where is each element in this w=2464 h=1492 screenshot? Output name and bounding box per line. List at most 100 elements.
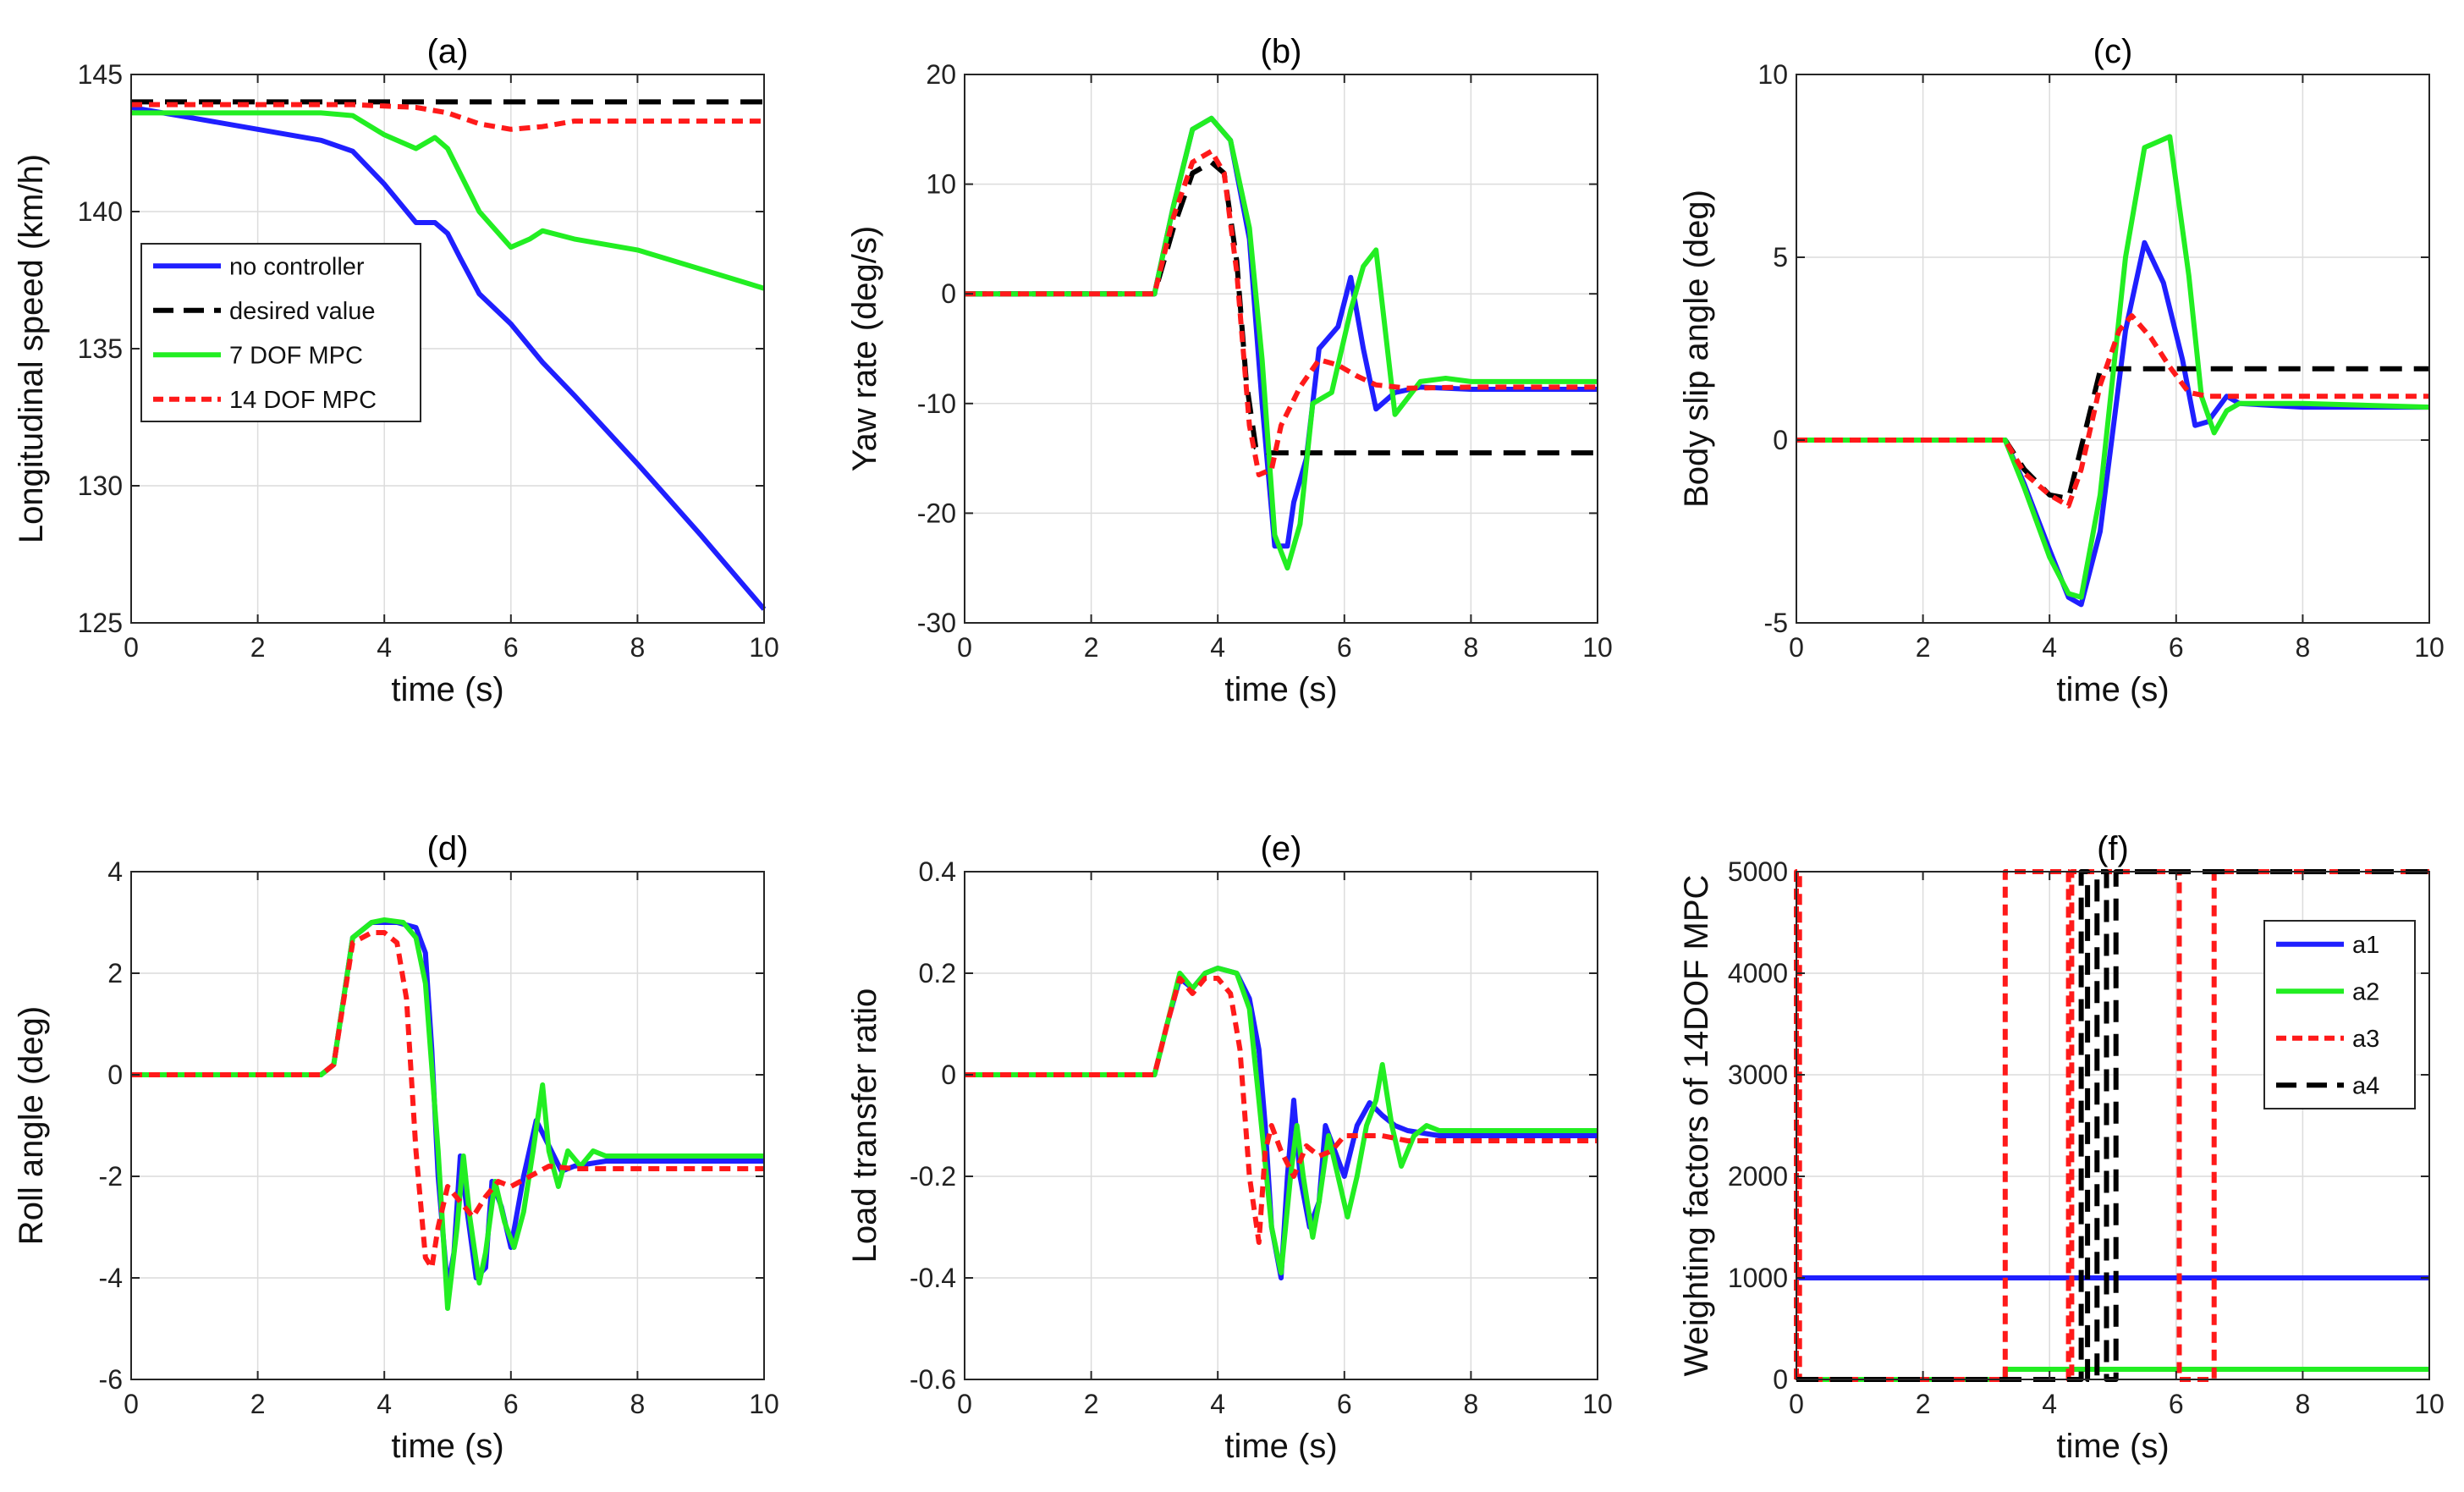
legend-label: a4 — [2352, 1072, 2379, 1099]
x-tick-label: 6 — [1337, 1389, 1352, 1419]
series-line-7-dof-mpc — [965, 966, 1598, 1275]
y-axis-label: Roll angle (deg) — [13, 1006, 50, 1245]
y-tick-label: 4000 — [1728, 958, 1788, 988]
x-tick-label: 0 — [957, 1389, 972, 1419]
chart-a: 0 2 4 6 8 10 125 130 135 140 145 (a) time (s) Longitu… — [13, 33, 779, 708]
y-tick-label: -6 — [99, 1364, 123, 1395]
legend: no controller desired value 7 DOF MPC 14 DO… — [140, 243, 421, 422]
series-line-14-dof-mpc — [1796, 313, 2429, 509]
y-tick-label: 10 — [1757, 59, 1788, 90]
x-tick-label: 4 — [1210, 632, 1225, 663]
x-tick-label: 8 — [2296, 1389, 2311, 1419]
y-axis-label: Yaw rate (deg/s) — [846, 226, 883, 472]
series-line-7-dof-mpc — [1796, 134, 2430, 600]
chart-title: (d) — [427, 830, 469, 867]
y-tick-label: -5 — [1764, 608, 1788, 638]
x-tick-label: 2 — [1084, 632, 1099, 663]
y-tick-label: -0.4 — [910, 1263, 956, 1293]
axes-box — [964, 74, 1598, 624]
chart-title: (f) — [2097, 830, 2129, 867]
x-tick-label: 8 — [1464, 632, 1479, 663]
y-axis-label: Load transfer ratio — [846, 988, 883, 1264]
x-tick-label: 0 — [1789, 632, 1804, 663]
x-tick-label: 2 — [1916, 1389, 1931, 1419]
x-tick-label: 4 — [2042, 1389, 2057, 1419]
series-line-desired-value — [1796, 366, 2429, 502]
y-tick-label: 0 — [941, 1060, 956, 1090]
x-tick-label: 10 — [1582, 1389, 1613, 1419]
x-axis-label: time (s) — [1224, 671, 1337, 708]
y-tick-label: -20 — [917, 498, 956, 528]
chart-title: (e) — [1261, 830, 1302, 867]
x-tick-label: 0 — [124, 1389, 139, 1419]
x-tick-label: 8 — [2296, 632, 2311, 663]
x-tick-label: 6 — [2169, 632, 2184, 663]
x-tick-label: 4 — [1210, 1389, 1225, 1419]
x-tick-label: 6 — [503, 632, 519, 663]
x-tick-label: 8 — [630, 632, 646, 663]
x-tick-label: 2 — [1084, 1389, 1099, 1419]
y-tick-label: 140 — [78, 196, 123, 227]
y-tick-label: -0.2 — [910, 1161, 956, 1192]
x-tick-label: 2 — [1916, 632, 1931, 663]
axes-box — [130, 871, 765, 1380]
legend-label: a2 — [2352, 978, 2379, 1005]
y-tick-label: 5000 — [1728, 856, 1788, 887]
x-axis-label: time (s) — [391, 1428, 503, 1465]
y-tick-label: 2 — [107, 958, 123, 988]
y-tick-label: -10 — [917, 388, 956, 419]
series-group — [130, 99, 767, 611]
y-tick-label: 10 — [926, 169, 956, 200]
axes-box — [964, 871, 1598, 1380]
x-tick-label: 8 — [1464, 1389, 1479, 1419]
x-axis-label: time (s) — [1224, 1428, 1337, 1465]
chart-title: (b) — [1261, 33, 1302, 70]
x-tick-label: 6 — [1337, 632, 1352, 663]
x-axis-label: time (s) — [391, 671, 503, 708]
series-line-14-dof-mpc — [131, 930, 764, 1270]
legend-label: no controller — [229, 253, 365, 280]
chart-e: 0 2 4 6 8 10 -0.6 -0.4 -0.2 0 0.2 0.4 (e) time (s) Loa… — [846, 830, 1613, 1465]
chart-d: 0 2 4 6 8 10 -6 -4 -2 0 2 4 (d) time (s) Roll angle (d… — [13, 830, 779, 1465]
legend-box — [2263, 920, 2416, 1109]
x-tick-label: 4 — [377, 1389, 392, 1419]
plot-area — [965, 872, 1598, 1379]
axes-box — [1796, 871, 2430, 1380]
legend-label: desired value — [229, 298, 376, 325]
series-group — [1796, 134, 2430, 608]
x-axis-label: time (s) — [2056, 671, 2169, 708]
x-tick-label: 10 — [2414, 1389, 2445, 1419]
legend: a1 a2 a3 a4 — [2263, 920, 2416, 1109]
x-tick-label: 8 — [630, 1389, 646, 1419]
series-line-14-dof-mpc — [965, 148, 1598, 477]
chart-title: (a) — [427, 33, 469, 70]
y-tick-label: 0 — [1773, 1364, 1788, 1395]
series-group — [965, 115, 1598, 571]
x-tick-label: 2 — [250, 1389, 266, 1419]
x-tick-label: 0 — [124, 632, 139, 663]
legend-label: a1 — [2352, 932, 2379, 959]
y-tick-label: -0.6 — [910, 1364, 956, 1395]
chart-title: (c) — [2093, 33, 2133, 70]
x-tick-label: 6 — [503, 1389, 519, 1419]
y-axis-label: Body slip angle (deg) — [1678, 190, 1715, 508]
y-tick-label: 1000 — [1728, 1263, 1788, 1293]
plot-area — [965, 74, 1598, 623]
x-tick-label: 10 — [749, 632, 779, 663]
x-axis-label: time (s) — [2056, 1428, 2169, 1465]
legend-box — [140, 243, 421, 422]
y-tick-label: 2000 — [1728, 1161, 1788, 1192]
y-tick-label: 3000 — [1728, 1060, 1788, 1090]
y-tick-label: -2 — [99, 1161, 123, 1192]
series-line-7-dof-mpc — [965, 115, 1598, 571]
y-axis-label: Longitudinal speed (km/h) — [13, 154, 50, 543]
y-tick-label: 0.4 — [919, 856, 956, 887]
y-tick-label: -4 — [99, 1263, 123, 1293]
chart-b: 0 2 4 6 8 10 -30 -20 -10 0 10 20 (b) time (s) Yaw rate… — [846, 33, 1613, 708]
series-group — [131, 917, 764, 1311]
series-line-7-dof-mpc — [131, 110, 765, 291]
x-tick-label: 10 — [749, 1389, 779, 1419]
x-tick-label: 0 — [1789, 1389, 1804, 1419]
